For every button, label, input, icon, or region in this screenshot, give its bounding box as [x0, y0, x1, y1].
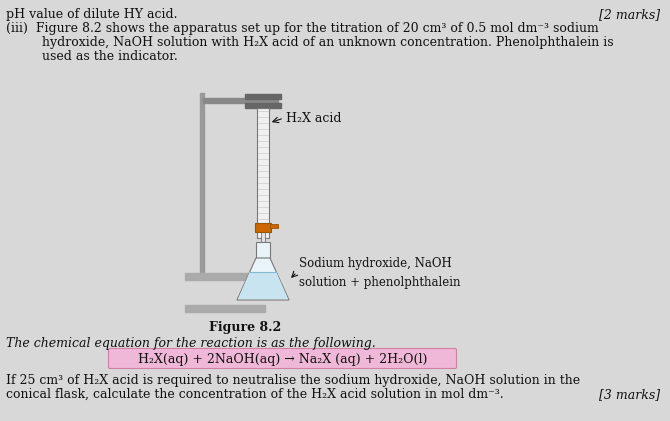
Bar [203, 98, 278, 103]
Bar [245, 94, 281, 99]
Polygon shape [238, 272, 288, 299]
Text: conical flask, calculate the concentration of the H₂X acid solution in mol dm⁻³.: conical flask, calculate the concentrati… [6, 388, 504, 401]
Bar [261, 232, 265, 244]
Text: The chemical equation for the reaction is as the following.: The chemical equation for the reaction i… [6, 337, 376, 350]
Bar [270, 224, 278, 228]
Text: H₂X(aq) + 2NaOH(aq) → Na₂X (aq) + 2H₂O(l): H₂X(aq) + 2NaOH(aq) → Na₂X (aq) + 2H₂O(l… [138, 352, 427, 365]
Bar [256, 242, 270, 258]
Text: [3 marks]: [3 marks] [599, 388, 660, 401]
Bar [257, 108, 269, 238]
Text: pH value of dilute HY acid.: pH value of dilute HY acid. [6, 8, 178, 21]
Text: hydroxide, NaOH solution with H₂X acid of an unknown concentration. Phenolphthal: hydroxide, NaOH solution with H₂X acid o… [6, 36, 614, 49]
Polygon shape [237, 258, 289, 300]
Text: Figure 8.2: Figure 8.2 [209, 321, 281, 334]
Text: Sodium hydroxide, NaOH: Sodium hydroxide, NaOH [299, 257, 452, 270]
Text: (iii)  Figure 8.2 shows the apparatus set up for the titration of 20 cm³ of 0.5 : (iii) Figure 8.2 shows the apparatus set… [6, 22, 599, 35]
FancyBboxPatch shape [109, 349, 456, 368]
Bar [245, 103, 281, 108]
Text: used as the indicator.: used as the indicator. [6, 50, 178, 63]
Bar [200, 93, 204, 278]
Bar [185, 273, 265, 280]
Text: [2 marks]: [2 marks] [599, 8, 660, 21]
Bar [185, 305, 265, 312]
Text: If 25 cm³ of H₂X acid is required to neutralise the sodium hydroxide, NaOH solut: If 25 cm³ of H₂X acid is required to neu… [6, 374, 580, 387]
Text: solution + phenolphthalein: solution + phenolphthalein [299, 276, 460, 289]
Bar [255, 223, 271, 232]
Text: H₂X acid: H₂X acid [286, 112, 342, 125]
